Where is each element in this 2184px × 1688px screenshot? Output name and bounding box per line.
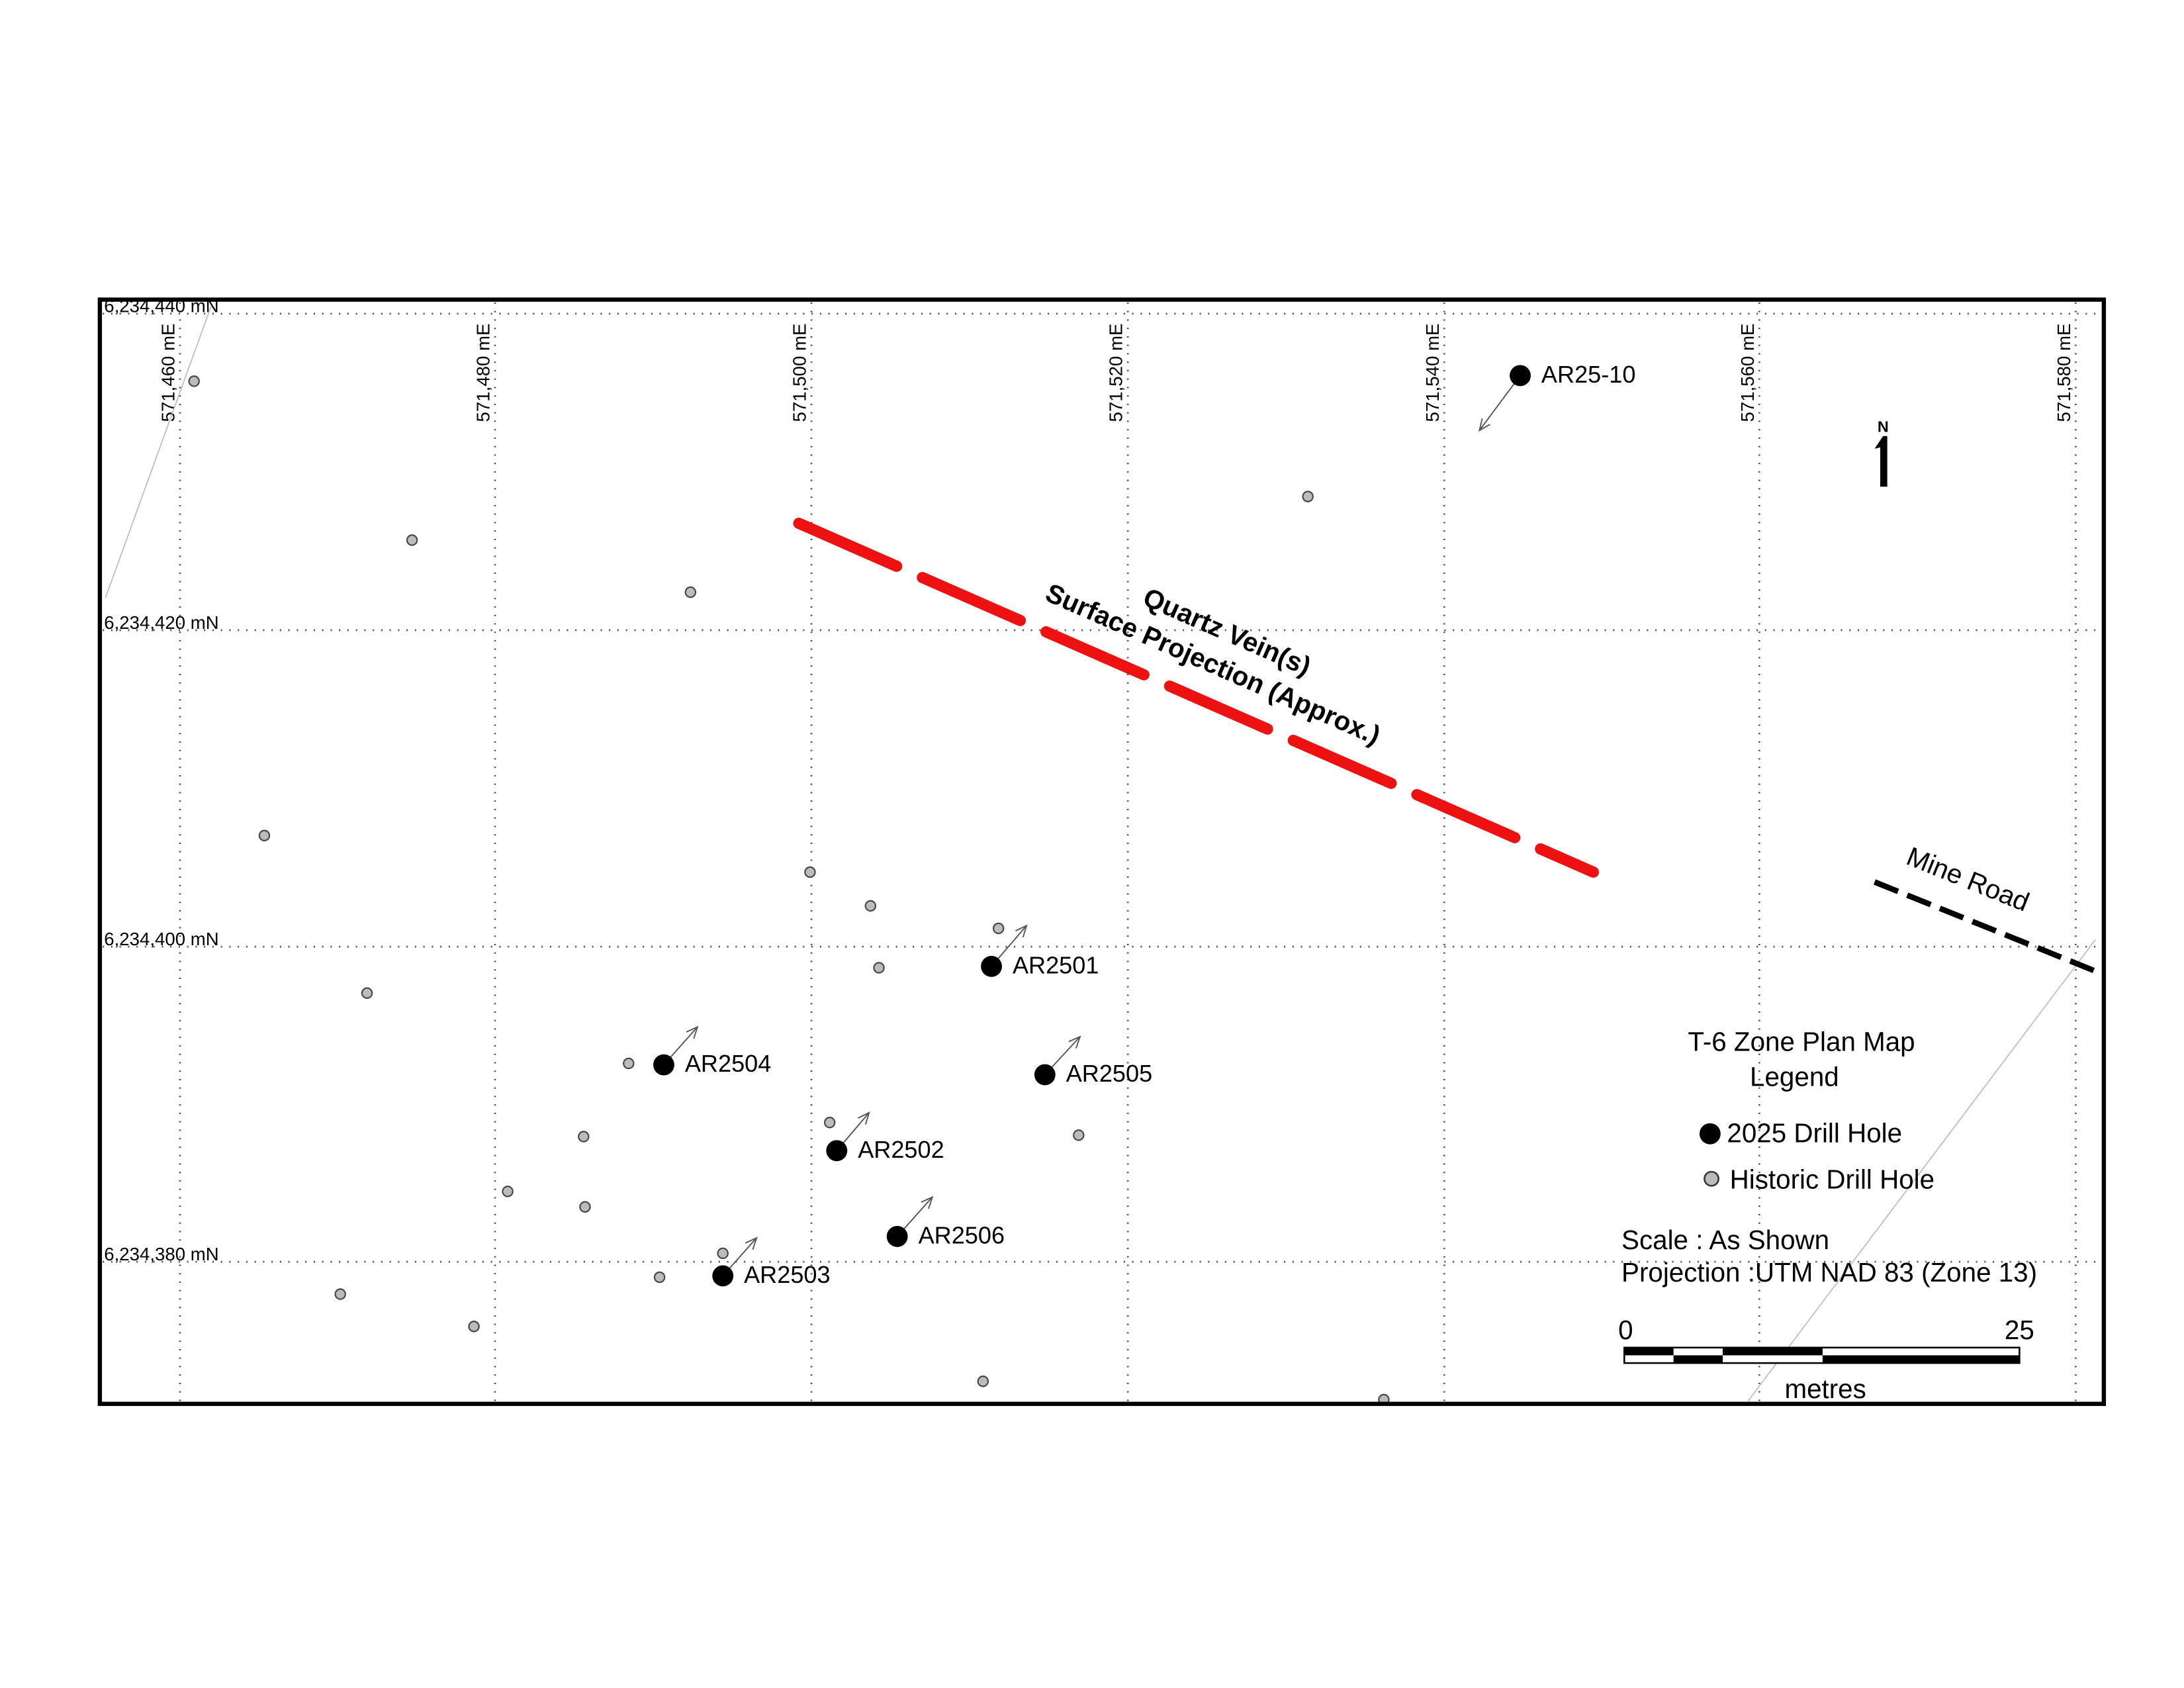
- scale-start: 0: [1618, 1315, 1633, 1345]
- drill-hole-2025: [826, 1140, 848, 1162]
- projection-text: Projection :UTM NAD 83 (Zone 13): [1621, 1257, 2037, 1288]
- hole-arrowhead: [745, 1237, 758, 1250]
- legend-symbol: [1699, 1123, 1721, 1145]
- legend-symbol: [1704, 1170, 1719, 1187]
- hole-trace: [1479, 375, 1521, 431]
- scale-unit: metres: [1784, 1374, 1866, 1404]
- historic-drill-hole: [468, 1321, 480, 1333]
- easting-label: 571,500 mE: [790, 324, 810, 422]
- drill-hole-label: AR25-10: [1541, 361, 1636, 388]
- historic-drill-hole: [578, 1131, 590, 1143]
- historic-drill-hole: [361, 987, 373, 999]
- historic-drill-hole: [406, 534, 418, 546]
- easting-label: 571,560 mE: [1737, 324, 1758, 422]
- legend-item: 2025 Drill Hole: [1727, 1117, 1902, 1148]
- historic-drill-hole: [188, 375, 200, 387]
- drill-hole-2025: [1034, 1064, 1056, 1086]
- historic-drill-hole: [684, 586, 697, 598]
- legend-item: Historic Drill Hole: [1730, 1164, 1934, 1195]
- hole-arrowhead: [921, 1196, 934, 1209]
- drill-hole-label: AR2506: [919, 1221, 1005, 1248]
- historic-drill-hole: [804, 866, 816, 878]
- hole-arrowhead: [858, 1111, 870, 1125]
- drill-hole-label: AR2501: [1013, 951, 1099, 978]
- hole-arrowhead: [1478, 418, 1491, 432]
- northing-label: 6,234,400 mN: [104, 929, 218, 949]
- north-label: N: [1878, 418, 1889, 435]
- historic-drill-hole: [258, 829, 271, 841]
- drill-hole-2025: [981, 955, 1003, 977]
- mine-road: [1873, 879, 2103, 976]
- drill-hole-label: AR2503: [744, 1261, 830, 1288]
- hole-arrowhead: [1015, 924, 1028, 938]
- historic-drill-hole: [1302, 491, 1314, 502]
- map-frame: [97, 297, 2107, 1406]
- drill-hole-2025: [1510, 365, 1531, 387]
- historic-drill-hole: [873, 962, 885, 974]
- drill-hole-label: AR2502: [858, 1136, 944, 1163]
- drill-hole-2025: [653, 1054, 674, 1076]
- easting-label: 571,480 mE: [473, 324, 493, 422]
- historic-drill-hole: [977, 1376, 989, 1387]
- hole-arrowhead: [686, 1025, 699, 1039]
- map-layer: 571,460 mE 571,480 mE 571,500 mE 571,520 mE…: [103, 296, 2101, 1406]
- historic-drill-hole: [823, 1117, 836, 1129]
- scale-bar: [1623, 1346, 2021, 1364]
- legend-heading: Legend: [1750, 1061, 1839, 1092]
- historic-drill-hole: [864, 900, 877, 912]
- drill-hole-label: AR2504: [685, 1050, 771, 1077]
- easting-label: 571,540 mE: [1422, 324, 1443, 422]
- easting-label: 571,460 mE: [158, 324, 178, 422]
- drill-hole-label: AR2505: [1066, 1060, 1152, 1087]
- historic-drill-hole: [1073, 1129, 1085, 1141]
- north-arrow: [1874, 436, 1888, 487]
- faint-line: [1747, 939, 2096, 1402]
- drill-hole-2025: [886, 1225, 908, 1247]
- legend-title: T-6 Zone Plan Map: [1688, 1026, 1915, 1056]
- historic-drill-hole: [334, 1288, 346, 1300]
- historic-drill-hole: [992, 922, 1005, 935]
- hole-arrowhead: [1068, 1035, 1081, 1049]
- scale-end: 25: [2005, 1315, 2034, 1345]
- historic-drill-hole: [623, 1057, 635, 1070]
- historic-drill-hole: [717, 1247, 729, 1260]
- historic-drill-hole: [502, 1186, 514, 1197]
- drill-hole-2025: [712, 1265, 734, 1287]
- historic-drill-hole: [653, 1271, 666, 1284]
- historic-drill-hole: [579, 1201, 591, 1213]
- easting-label: 571,580 mE: [2054, 324, 2074, 422]
- northing-label: 6,234,420 mN: [104, 612, 218, 633]
- faint-line: [105, 306, 212, 598]
- quartz-vein: [793, 518, 1600, 878]
- easting-label: 571,520 mE: [1106, 324, 1126, 422]
- scale-text: Scale : As Shown: [1621, 1225, 1829, 1255]
- northing-label: 6,234,380 mN: [104, 1244, 218, 1264]
